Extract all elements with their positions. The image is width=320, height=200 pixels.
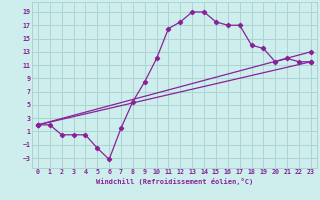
- X-axis label: Windchill (Refroidissement éolien,°C): Windchill (Refroidissement éolien,°C): [96, 178, 253, 185]
